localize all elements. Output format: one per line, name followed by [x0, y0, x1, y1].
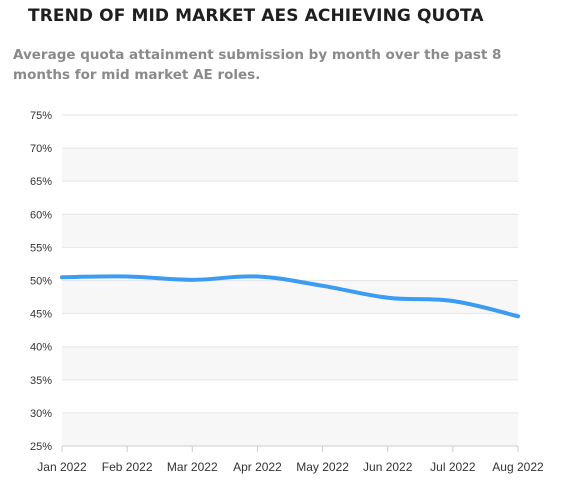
- x-axis-ticks: Jan 2022 Feb 2022 Mar 2022 Apr 2022 May 2022…: [37, 446, 544, 474]
- plot-band: [62, 313, 518, 347]
- x-tick-label: Jun 2022: [363, 460, 413, 474]
- plot-band: [62, 346, 518, 380]
- chart-title: TREND OF MID MARKET AES ACHIEVING QUOTA: [28, 6, 484, 26]
- plot-band: [62, 412, 518, 446]
- plot-band: [62, 214, 518, 248]
- plot-band: [62, 115, 518, 149]
- y-tick-label: 60%: [30, 209, 52, 221]
- plot-band: [62, 148, 518, 182]
- x-tick-label: Apr 2022: [233, 460, 282, 474]
- y-tick-label: 50%: [30, 276, 52, 288]
- chart-subtitle: Average quota attainment submission by m…: [13, 47, 502, 83]
- y-tick-label: 30%: [30, 408, 52, 420]
- x-tick-label: Jan 2022: [37, 460, 87, 474]
- y-tick-label: 40%: [30, 342, 52, 354]
- series-line: [60, 274, 520, 319]
- plot-band: [62, 181, 518, 215]
- y-tick-label: 75%: [30, 110, 52, 122]
- x-tick-label: May 2022: [296, 460, 349, 474]
- background-bands: [62, 115, 518, 446]
- gridlines: [62, 114, 518, 447]
- plot-band: [62, 379, 518, 413]
- y-axis-ticks: 25% 30% 35% 40% 45% 50% 55% 60% 65% 70% 75%: [30, 110, 52, 453]
- y-tick-label: 25%: [30, 441, 52, 453]
- y-tick-label: 55%: [30, 242, 52, 254]
- y-tick-label: 65%: [30, 176, 52, 188]
- x-tick-label: Jul 2022: [430, 460, 476, 474]
- y-tick-label: 45%: [30, 309, 52, 321]
- x-tick-label: Aug 2022: [492, 460, 544, 474]
- plot-band: [62, 280, 518, 314]
- x-tick-label: Feb 2022: [102, 460, 153, 474]
- y-tick-label: 35%: [30, 375, 52, 387]
- x-tick-label: Mar 2022: [167, 460, 218, 474]
- y-tick-label: 70%: [30, 143, 52, 155]
- series-layer: [60, 274, 520, 319]
